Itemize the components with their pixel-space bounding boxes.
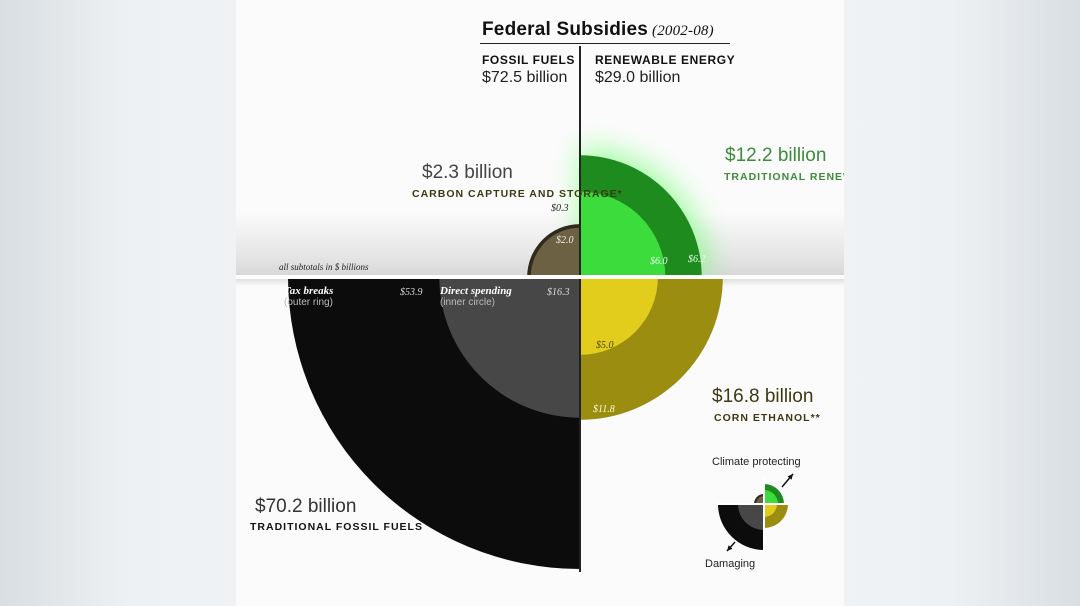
fossil-tax-value: $53.9 bbox=[400, 287, 423, 298]
renewable-amount: $29.0 billion bbox=[595, 69, 681, 86]
fossil-direct-spending-circle bbox=[439, 277, 580, 418]
ccs-total: $2.3 billion bbox=[422, 162, 513, 183]
fossil-total: $70.2 billion bbox=[255, 496, 357, 517]
legend-arrow-up-head bbox=[787, 474, 793, 480]
legend-ccs-wedge-inner bbox=[756, 496, 764, 504]
renewables-name: TRADITIONAL RENEWABLES bbox=[724, 171, 844, 183]
ethanol-total: $16.8 billion bbox=[712, 386, 814, 407]
subtotal-note: all subtotals in $ billions bbox=[279, 262, 369, 272]
legend-renewables-wedge-inner bbox=[764, 490, 778, 504]
ccs-direct-spending-circle bbox=[530, 227, 580, 277]
title-rule bbox=[480, 43, 730, 44]
ethanol-name: CORN ETHANOL** bbox=[714, 412, 821, 424]
legend-fossil-wedge-inner bbox=[738, 504, 764, 530]
ethanol-tax-value: $11.8 bbox=[593, 404, 615, 415]
ccs-name: CARBON CAPTURE AND STORAGE* bbox=[412, 188, 623, 200]
outer-ring-legend: Tax breaks (outer ring) bbox=[284, 285, 334, 309]
legend-damaging: Damaging bbox=[705, 558, 756, 570]
fossil-direct-value: $16.3 bbox=[547, 287, 570, 298]
infographic: Federal Subsidies (2002-08) FOSSIL FUELS … bbox=[236, 0, 844, 606]
ethanol-direct-spending-circle bbox=[580, 277, 658, 355]
fossil-name: TRADITIONAL FOSSIL FUELS bbox=[250, 521, 423, 533]
inner-circle-legend: Direct spending (inner circle) bbox=[440, 285, 512, 309]
legend-climate-protecting: Climate protecting bbox=[712, 456, 801, 468]
renewables-direct-value: $6.0 bbox=[650, 256, 668, 267]
fossil-amount: $72.5 billion bbox=[482, 69, 568, 86]
legend-arrow-down-head bbox=[727, 545, 733, 551]
fossil-header: FOSSIL FUELS bbox=[482, 53, 575, 67]
renewable-header: RENEWABLE ENERGY bbox=[595, 53, 736, 67]
ccs-tax-value: $0.3 bbox=[551, 203, 569, 214]
renewables-total: $12.2 billion bbox=[725, 145, 827, 166]
renewables-tax-value: $6.2 bbox=[688, 254, 706, 265]
renewables-direct-spending-circle bbox=[580, 191, 666, 277]
quarter-circle-chart bbox=[236, 46, 844, 572]
ethanol-direct-value: $5.0 bbox=[596, 340, 614, 351]
chart-title: Federal Subsidies (2002-08) bbox=[482, 19, 714, 40]
legend-ethanol-wedge-inner bbox=[764, 504, 777, 517]
ccs-direct-value: $2.0 bbox=[556, 235, 574, 246]
